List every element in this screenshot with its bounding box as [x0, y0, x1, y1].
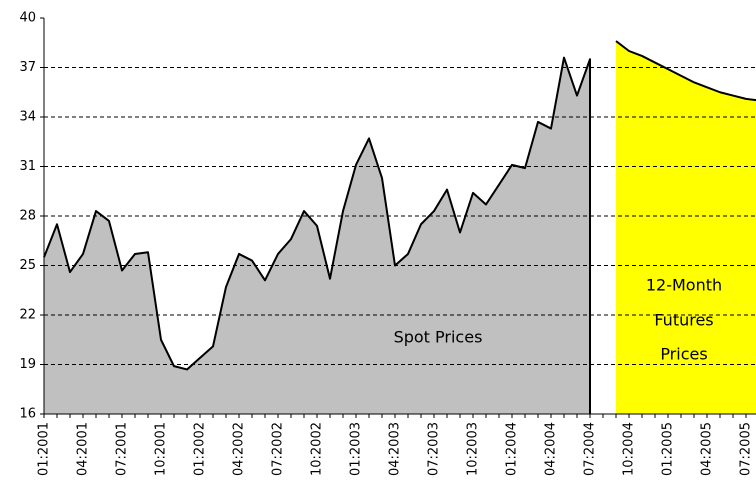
annotation: Prices [660, 345, 707, 364]
x-tick-label: 01:2001 [37, 422, 52, 476]
annotation: Spot Prices [394, 328, 483, 347]
y-tick-label: 37 [19, 60, 36, 75]
x-tick-label: 10:2001 [154, 422, 169, 476]
x-tick-label: 04:2001 [76, 422, 91, 476]
area-fill [616, 41, 756, 414]
x-tick-label: 07:2004 [583, 422, 598, 476]
y-tick-label: 16 [19, 407, 36, 422]
annotation: 12-Month [646, 276, 722, 295]
x-tick-label: 07:2002 [271, 422, 286, 476]
y-tick-label: 28 [19, 209, 36, 224]
x-tick-label: 04:2003 [388, 422, 403, 476]
area-line [43, 56, 591, 414]
y-tick-label: 40 [19, 11, 36, 26]
x-tick-label: 07:2003 [427, 422, 442, 476]
x-tick-label: 10:2004 [622, 422, 637, 476]
area-line [615, 40, 756, 102]
area-fill [44, 57, 590, 414]
x-tick-label: 07:2005 [739, 422, 754, 476]
annotation: Futures [654, 311, 713, 330]
x-tick-label: 04:2004 [544, 422, 559, 476]
x-tick-label: 01:2004 [505, 422, 520, 476]
x-tick-label: 10:2003 [466, 422, 481, 476]
y-tick-label: 34 [19, 110, 36, 125]
y-tick-label: 31 [19, 159, 36, 174]
y-tick-label: 25 [19, 258, 36, 273]
y-tick-label: 19 [19, 357, 36, 372]
y-tick-label: 22 [19, 308, 36, 323]
x-tick-label: 04:2002 [232, 422, 247, 476]
x-tick-label: 01:2002 [193, 422, 208, 476]
x-tick-label: 10:2002 [310, 422, 325, 476]
x-tick-label: 01:2005 [661, 422, 676, 476]
x-tick-label: 04:2005 [700, 422, 715, 476]
x-tick-label: 01:2003 [349, 422, 364, 476]
x-tick-label: 07:2001 [115, 422, 130, 476]
